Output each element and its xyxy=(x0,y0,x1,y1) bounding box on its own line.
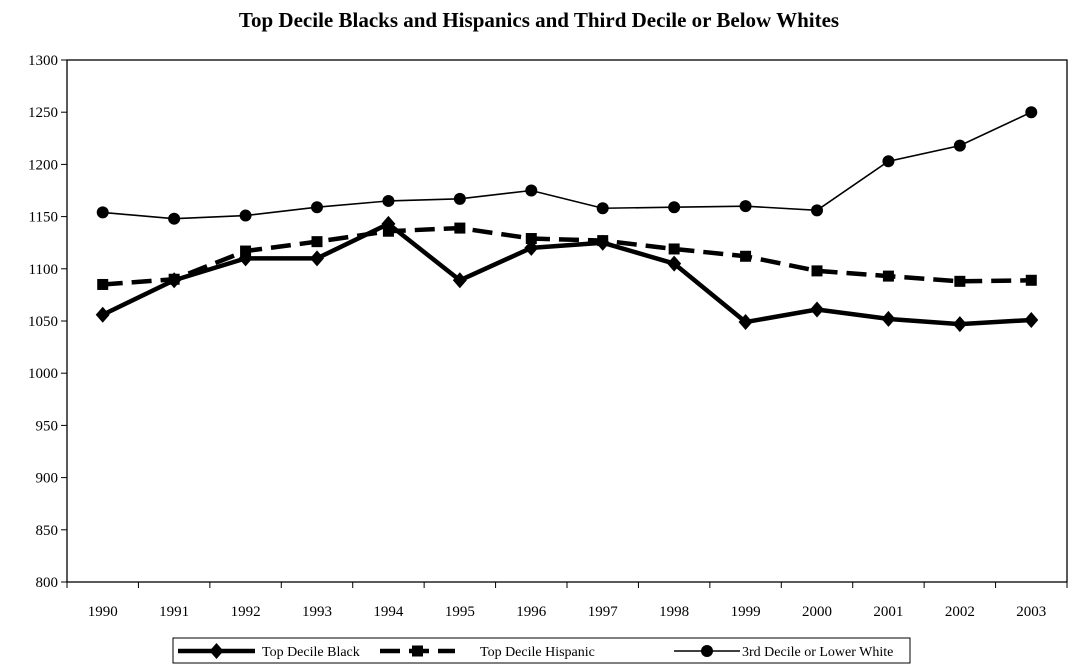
data-point-top-decile-black xyxy=(1024,311,1039,328)
y-tick-label: 1050 xyxy=(28,314,58,330)
data-point-3rd-decile-or-lower-white xyxy=(596,202,609,215)
data-point-top-decile-black xyxy=(667,255,682,272)
data-point-top-decile-black xyxy=(95,306,110,323)
x-tick-label: 1991 xyxy=(159,604,189,620)
data-point-top-decile-hispanic xyxy=(525,233,537,245)
y-tick-label: 1200 xyxy=(28,157,58,173)
y-axis-ticks: 800 850 900 950 1000 1050 1100 1150 1200 1250 1300 xyxy=(28,53,67,591)
x-tick-label: 2002 xyxy=(945,604,975,620)
series-top-decile-hispanic xyxy=(97,222,1037,290)
y-tick-label: 900 xyxy=(36,471,59,487)
chart-legend: Top Decile Black Top Decile Hispanic 3rd D… xyxy=(172,637,911,664)
y-tick-label: 950 xyxy=(36,418,59,434)
data-point-top-decile-black xyxy=(310,250,324,267)
data-point-top-decile-hispanic xyxy=(740,250,752,262)
y-tick-label: 850 xyxy=(36,523,59,539)
data-point-3rd-decile-or-lower-white xyxy=(739,200,752,213)
x-axis-ticks: 1990 1991 1992 1993 1994 1995 1996 1997 1998 1999… xyxy=(66,582,1068,620)
legend-marker-3rd-decile-or-lower-white xyxy=(701,645,713,657)
data-point-3rd-decile-or-lower-white xyxy=(382,194,395,207)
series-top-decile-black xyxy=(95,215,1039,333)
data-point-3rd-decile-or-lower-white xyxy=(953,139,966,152)
x-tick-label: 1990 xyxy=(88,604,118,620)
data-point-top-decile-hispanic xyxy=(811,265,823,277)
legend-box xyxy=(172,637,911,664)
data-point-top-decile-hispanic xyxy=(1025,274,1037,286)
y-tick-label: 1100 xyxy=(29,262,58,278)
data-point-top-decile-black xyxy=(452,272,467,289)
data-point-top-decile-black xyxy=(238,250,253,267)
x-tick-label: 2003 xyxy=(1016,604,1046,620)
x-tick-label: 1998 xyxy=(659,604,689,620)
data-point-3rd-decile-or-lower-white xyxy=(453,192,466,205)
data-point-top-decile-hispanic xyxy=(668,243,680,255)
data-point-3rd-decile-or-lower-white xyxy=(1025,106,1038,119)
x-tick-label: 1999 xyxy=(731,604,761,620)
data-point-top-decile-black xyxy=(595,234,610,251)
x-tick-label: 1997 xyxy=(588,604,619,620)
data-point-top-decile-hispanic xyxy=(97,278,109,290)
x-tick-label: 1995 xyxy=(445,604,475,620)
x-tick-label: 2001 xyxy=(873,604,903,620)
y-tick-label: 1250 xyxy=(28,105,58,121)
y-tick-label: 800 xyxy=(36,575,59,591)
data-point-3rd-decile-or-lower-white xyxy=(311,201,323,214)
data-point-top-decile-black xyxy=(381,215,396,232)
data-point-top-decile-hispanic xyxy=(311,236,323,248)
data-point-top-decile-black xyxy=(738,314,753,331)
data-point-top-decile-black xyxy=(167,272,182,289)
data-point-3rd-decile-or-lower-white xyxy=(668,201,681,214)
series-line-3rd-decile-or-lower-white xyxy=(102,111,1032,220)
legend-marker-top-decile-hispanic xyxy=(412,645,423,657)
legend-marker-top-decile-black xyxy=(209,643,224,659)
series-3rd-decile-or-lower-white xyxy=(96,106,1038,225)
data-point-top-decile-black xyxy=(810,301,824,318)
x-tick-label: 1994 xyxy=(373,604,404,620)
data-point-top-decile-black xyxy=(952,316,967,333)
series-lines xyxy=(95,106,1039,333)
x-tick-label: 1996 xyxy=(516,604,547,620)
x-tick-label: 1992 xyxy=(231,604,261,620)
data-point-top-decile-hispanic xyxy=(454,222,466,234)
x-tick-label: 1993 xyxy=(302,604,332,620)
data-point-3rd-decile-or-lower-white xyxy=(882,155,895,168)
legend-label-top-decile-hispanic: Top Decile Hispanic xyxy=(480,645,595,660)
y-tick-label: 1300 xyxy=(28,53,58,69)
data-point-top-decile-black xyxy=(524,239,539,256)
data-point-top-decile-black xyxy=(881,310,896,327)
y-tick-label: 1000 xyxy=(28,366,58,382)
legend-label-top-decile-black: Top Decile Black xyxy=(262,645,360,660)
series-line-top-decile-hispanic xyxy=(102,225,1032,287)
data-point-top-decile-hispanic xyxy=(882,270,894,282)
chart-title: Top Decile Blacks and Hispanics and Thir… xyxy=(238,8,840,32)
data-point-3rd-decile-or-lower-white xyxy=(811,204,823,217)
y-tick-label: 1150 xyxy=(29,210,58,226)
data-point-3rd-decile-or-lower-white xyxy=(96,206,109,219)
data-point-3rd-decile-or-lower-white xyxy=(168,212,181,225)
series-line-top-decile-black xyxy=(101,221,1032,327)
data-point-3rd-decile-or-lower-white xyxy=(239,209,252,222)
data-point-top-decile-hispanic xyxy=(954,275,966,287)
data-point-3rd-decile-or-lower-white xyxy=(525,184,538,197)
legend-label-3rd-decile-or-lower-white: 3rd Decile or Lower White xyxy=(742,645,893,660)
x-tick-label: 2000 xyxy=(802,604,832,620)
